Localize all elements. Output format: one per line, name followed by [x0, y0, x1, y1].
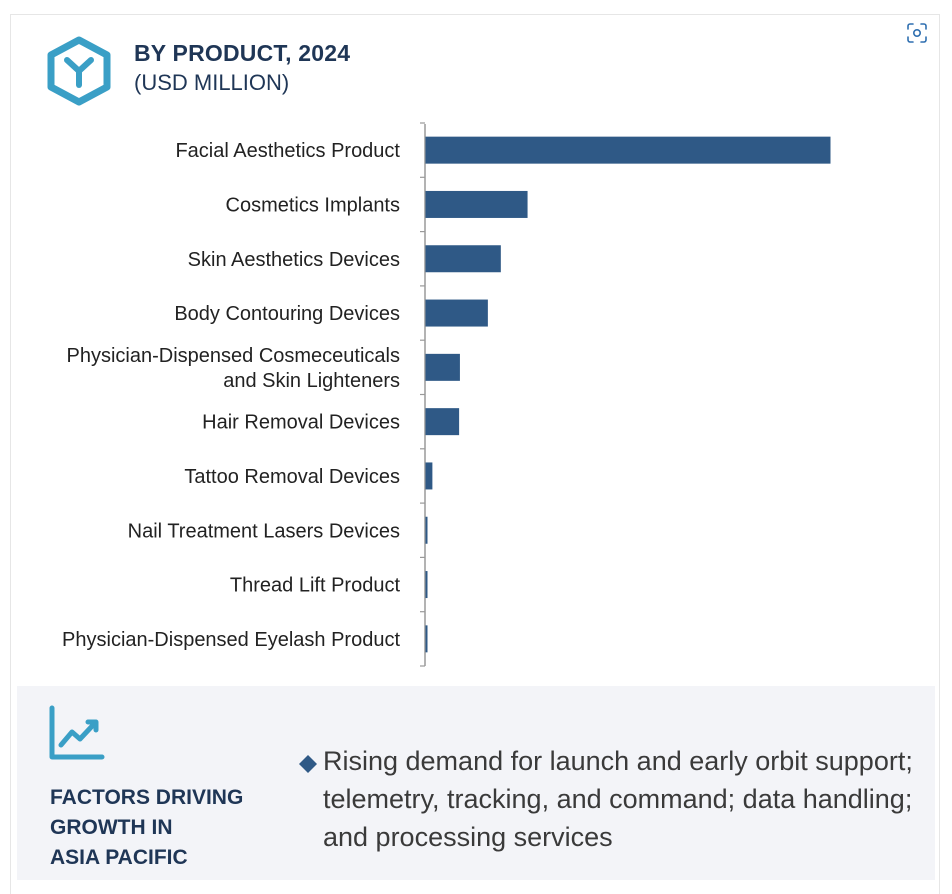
chart-subtitle: (USD MILLION)	[134, 70, 290, 95]
factors-heading-line: GROWTH IN	[50, 816, 173, 839]
category-label: Physician-Dispensed Cosmeceuticals and Sk…	[67, 345, 400, 392]
bar	[425, 625, 428, 653]
bar	[425, 299, 488, 327]
category-label: Body Contouring Devices	[174, 303, 400, 325]
category-label-line: Physician-Dispensed Eyelash Product	[62, 629, 400, 651]
hexagon-y-logo-icon	[46, 36, 112, 106]
category-label: Physician-Dispensed Eyelash Product	[62, 629, 400, 651]
category-label-line: Body Contouring Devices	[174, 303, 400, 325]
diamond-bullet-icon	[298, 754, 318, 779]
category-label: Nail Treatment Lasers Devices	[128, 520, 400, 542]
bar	[425, 516, 428, 544]
category-label-line: and Skin Lighteners	[223, 370, 400, 392]
bar-chart: Facial Aesthetics Product Cosmetics Impla…	[62, 122, 831, 667]
category-label-line: Facial Aesthetics Product	[175, 140, 400, 162]
trend-chart-icon	[48, 705, 106, 766]
bar	[425, 353, 460, 381]
category-label-line: Hair Removal Devices	[202, 412, 400, 434]
chart-title: BY PRODUCT, 2024	[134, 40, 351, 66]
bar	[425, 245, 501, 273]
factors-heading-line: FACTORS DRIVING	[50, 786, 244, 809]
category-label-line: Nail Treatment Lasers Devices	[128, 520, 400, 542]
category-label: Thread Lift Product	[230, 575, 401, 597]
bar	[425, 136, 831, 164]
bar	[425, 408, 460, 436]
category-label-line: Skin Aesthetics Devices	[188, 249, 400, 271]
category-label: Hair Removal Devices	[202, 412, 400, 434]
category-label: Skin Aesthetics Devices	[188, 249, 400, 271]
category-label-line: Cosmetics Implants	[226, 194, 401, 216]
factors-heading-line: ASIA PACIFIC	[50, 846, 188, 869]
category-label: Cosmetics Implants	[226, 194, 401, 216]
category-label: Tattoo Removal Devices	[184, 466, 400, 488]
factors-panel	[17, 686, 935, 880]
category-label: Facial Aesthetics Product	[175, 140, 400, 162]
category-label-line: Physician-Dispensed Cosmeceuticals	[67, 345, 400, 367]
scan-icon[interactable]	[902, 20, 932, 46]
factors-heading: FACTORS DRIVING GROWTH IN ASIA PACIFIC	[50, 783, 243, 873]
category-label-line: Thread Lift Product	[230, 575, 401, 597]
bar	[425, 190, 528, 218]
bar	[425, 571, 428, 599]
category-label-line: Tattoo Removal Devices	[184, 466, 400, 488]
factor-bullet-text: Rising demand for launch and early orbit…	[323, 746, 913, 852]
bar	[425, 462, 433, 490]
